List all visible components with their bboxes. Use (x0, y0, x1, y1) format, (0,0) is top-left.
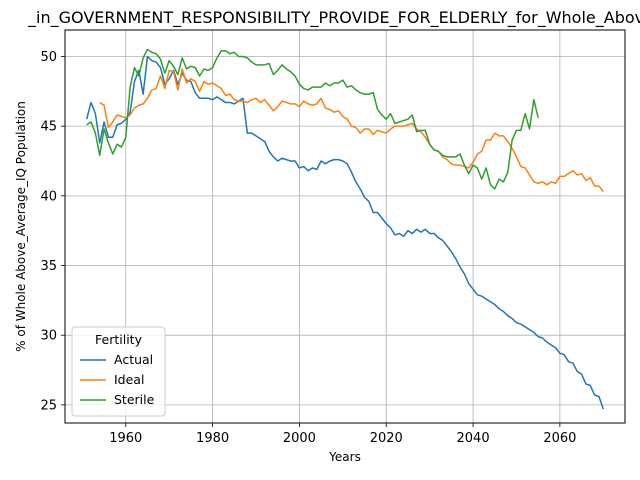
y-tick-label: 45 (40, 120, 57, 135)
y-tick-label: 25 (40, 398, 57, 413)
x-axis-label: Years (328, 450, 361, 464)
y-tick-label: 50 (40, 50, 57, 65)
x-tick-label: 1960 (109, 431, 142, 446)
legend-entry: Ideal (114, 372, 144, 387)
x-tick-label: 2000 (283, 431, 316, 446)
legend-box (71, 326, 166, 417)
plot-lines (85, 48, 604, 410)
y-tick-label: 30 (40, 329, 57, 344)
legend-title: Fertility (95, 332, 143, 347)
legend-entry: Actual (114, 352, 153, 367)
y-tick-label: 35 (40, 259, 57, 274)
chart-title: _in_GOVERNMENT_RESPONSIBILITY_PROVIDE_FO… (27, 8, 640, 28)
x-tick-label: 2020 (370, 431, 403, 446)
legend-items: Actual Ideal Sterile (80, 352, 155, 407)
plot-frame (64, 29, 626, 424)
legend-entry: Sterile (114, 392, 155, 407)
legend: Fertility Actual Ideal Sterile (71, 326, 166, 417)
y-axis-label: % of Whole Above_Average_IQ Population (14, 101, 28, 352)
x-tick-label: 2060 (543, 431, 576, 446)
series-line-ideal (99, 68, 604, 193)
series-line-sterile (86, 48, 539, 190)
y-axis: 25 30 35 40 45 50 (40, 50, 65, 413)
x-axis: 1960 1980 2000 2020 2040 2060 (109, 423, 576, 446)
x-tick-label: 1980 (196, 431, 229, 446)
y-tick-label: 40 (40, 189, 57, 204)
x-tick-label: 2040 (457, 431, 490, 446)
